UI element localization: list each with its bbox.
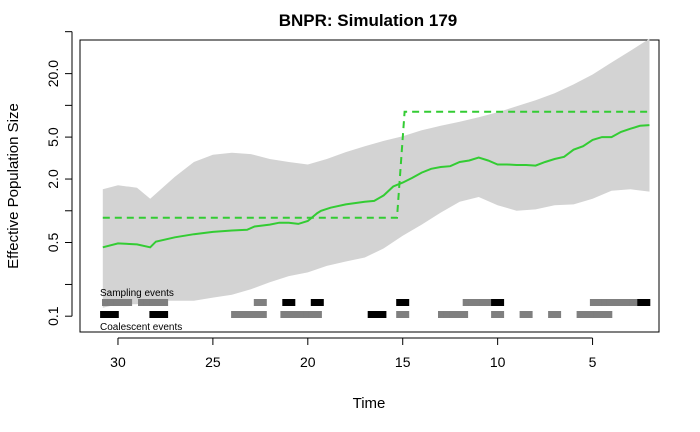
coalescent-event-marker <box>105 311 119 318</box>
x-axis: 30 25 20 15 10 5 <box>110 337 597 370</box>
coalescent-event-marker <box>599 311 613 318</box>
sampling-event-marker <box>282 299 296 306</box>
series-lines-group <box>102 110 650 249</box>
chart-title: BNPR: Simulation 179 <box>279 11 458 30</box>
y-tick-label: 5.0 <box>45 127 61 147</box>
sampling-event-marker <box>479 299 493 306</box>
x-tick-label: 5 <box>589 354 597 370</box>
sampling-event-marker <box>637 299 651 306</box>
x-axis-title: Time <box>353 395 386 412</box>
y-tick-label: 0.1 <box>45 306 61 326</box>
coalescent-event-marker <box>155 311 169 318</box>
sampling-event-marker <box>629 299 643 306</box>
sampling-event-marker <box>310 299 324 306</box>
coalescent-events-label: Coalescent events <box>100 322 182 333</box>
sampling-event-marker <box>119 299 133 306</box>
coalescent-event-marker <box>519 311 533 318</box>
sampling-events-label: Sampling events <box>100 288 174 299</box>
credible-band-group <box>102 38 650 308</box>
coalescent-event-marker <box>396 311 410 318</box>
true-trajectory-line <box>102 110 650 219</box>
coalescent-event-marker <box>308 311 322 318</box>
credible-band <box>102 38 650 308</box>
y-tick-label: 0.5 <box>45 233 61 253</box>
plot-frame <box>79 39 660 333</box>
y-axis: 0.1 0.5 2.0 5.0 20.0 <box>45 31 73 326</box>
x-tick-label: 15 <box>395 354 411 370</box>
coalescent-event-marker <box>455 311 469 318</box>
sampling-event-marker <box>491 299 505 306</box>
sampling-event-marker <box>396 299 410 306</box>
event-markers-group <box>100 299 651 318</box>
x-tick-label: 20 <box>300 354 316 370</box>
y-axis-title: Effective Population Size <box>5 103 22 269</box>
sampling-event-marker <box>253 299 267 306</box>
coalescent-event-marker <box>253 311 267 318</box>
coalescent-event-marker <box>548 311 562 318</box>
coalescent-event-marker <box>491 311 505 318</box>
x-tick-label: 30 <box>110 354 126 370</box>
y-tick-label: 20.0 <box>45 60 61 87</box>
sampling-event-marker <box>155 299 169 306</box>
x-tick-label: 25 <box>205 354 221 370</box>
x-tick-label: 10 <box>490 354 506 370</box>
coalescent-event-marker <box>373 311 387 318</box>
median-estimate-line <box>102 124 650 249</box>
y-tick-label: 2.0 <box>45 169 61 189</box>
